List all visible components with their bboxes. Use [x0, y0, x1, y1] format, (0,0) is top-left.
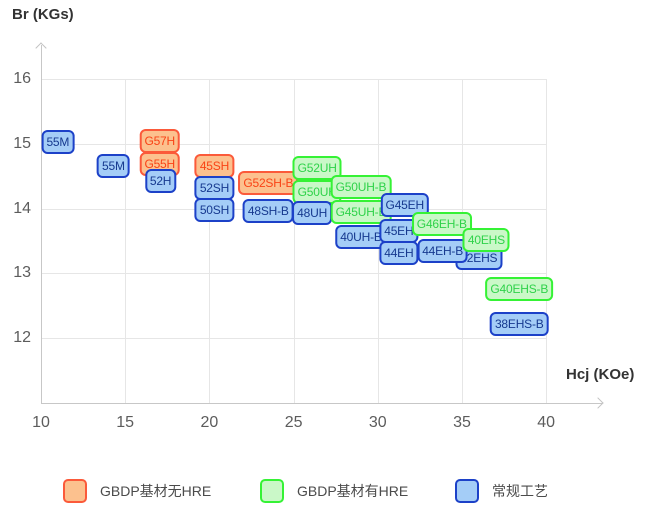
gridline-vertical: [293, 79, 295, 403]
legend-item[interactable]: 常规工艺: [455, 479, 548, 503]
legend-item-label: GBDP基材无HRE: [100, 483, 212, 499]
legend-item-label: GBDP基材有HRE: [297, 483, 409, 499]
data-point-box: 40EHS: [462, 227, 510, 252]
data-point-box: 55M: [41, 130, 75, 155]
gridline-vertical: [546, 79, 548, 403]
data-point-box: 55M: [97, 154, 130, 179]
data-point-box: G50UH-B: [330, 175, 392, 200]
gridline-vertical: [209, 79, 211, 403]
data-point-box: 48UH: [292, 201, 333, 226]
y-tick-label: 14: [13, 199, 31, 217]
legend-swatch-icon: [63, 479, 87, 503]
x-axis-arrow-icon: [592, 397, 604, 409]
y-tick-label: 12: [13, 329, 31, 346]
data-point-box: 50SH: [194, 197, 235, 222]
y-axis-title: Br (KGs): [12, 6, 74, 23]
data-point-box: 45EH: [379, 218, 419, 243]
y-tick-label: 15: [13, 134, 31, 152]
y-tick-label: 16: [13, 70, 31, 87]
legend-item-label: 常规工艺: [492, 483, 548, 499]
gridline-vertical: [125, 79, 127, 403]
plot-area: 10 15 20 25 30 35 40 16 15 14 13 12 55M 55M G57H G55H 52…: [13, 42, 604, 431]
x-tick-label: 15: [116, 414, 135, 431]
gridline-horizontal: [41, 79, 546, 80]
x-tick-label: 25: [284, 414, 303, 431]
gridline-horizontal: [41, 273, 546, 275]
x-tick-label: 40: [537, 414, 556, 431]
legend-swatch-icon: [260, 479, 284, 503]
gridline-horizontal: [41, 143, 546, 145]
x-tick-label: 20: [200, 414, 219, 431]
data-point-box: 52SH: [194, 175, 235, 200]
x-tick-label: 35: [453, 414, 471, 431]
x-tick-label: 30: [368, 414, 387, 431]
data-point-box: G46EH-B: [411, 212, 472, 237]
x-tick-label: 10: [32, 414, 50, 431]
x-axis-title: Hcj (KOe): [566, 366, 635, 383]
data-point-box: 44EH-B: [417, 239, 469, 264]
data-point-box: G52SH-B: [238, 170, 299, 195]
y-axis-line: [41, 45, 42, 403]
data-point-box: 45SH: [194, 153, 235, 178]
legend: GBDP基材无HRE GBDP基材有HRE 常规工艺: [0, 479, 645, 509]
gridline-horizontal: [41, 338, 546, 339]
x-axis-line: [41, 403, 602, 404]
data-point-box: 48SH-B: [242, 199, 294, 224]
data-point-box: 52H: [144, 169, 177, 194]
legend-swatch-icon: [455, 479, 479, 503]
legend-item[interactable]: GBDP基材无HRE: [63, 479, 211, 503]
data-point-box: G40EHS-B: [485, 277, 554, 302]
legend-item[interactable]: GBDP基材有HRE: [260, 479, 408, 503]
data-point-box: 44EH: [379, 241, 419, 266]
data-point-box: G57H: [139, 128, 180, 153]
y-axis-arrow-icon: [35, 42, 47, 54]
y-tick-label: 13: [13, 264, 31, 282]
data-point-box: 38EHS-B: [489, 312, 549, 337]
